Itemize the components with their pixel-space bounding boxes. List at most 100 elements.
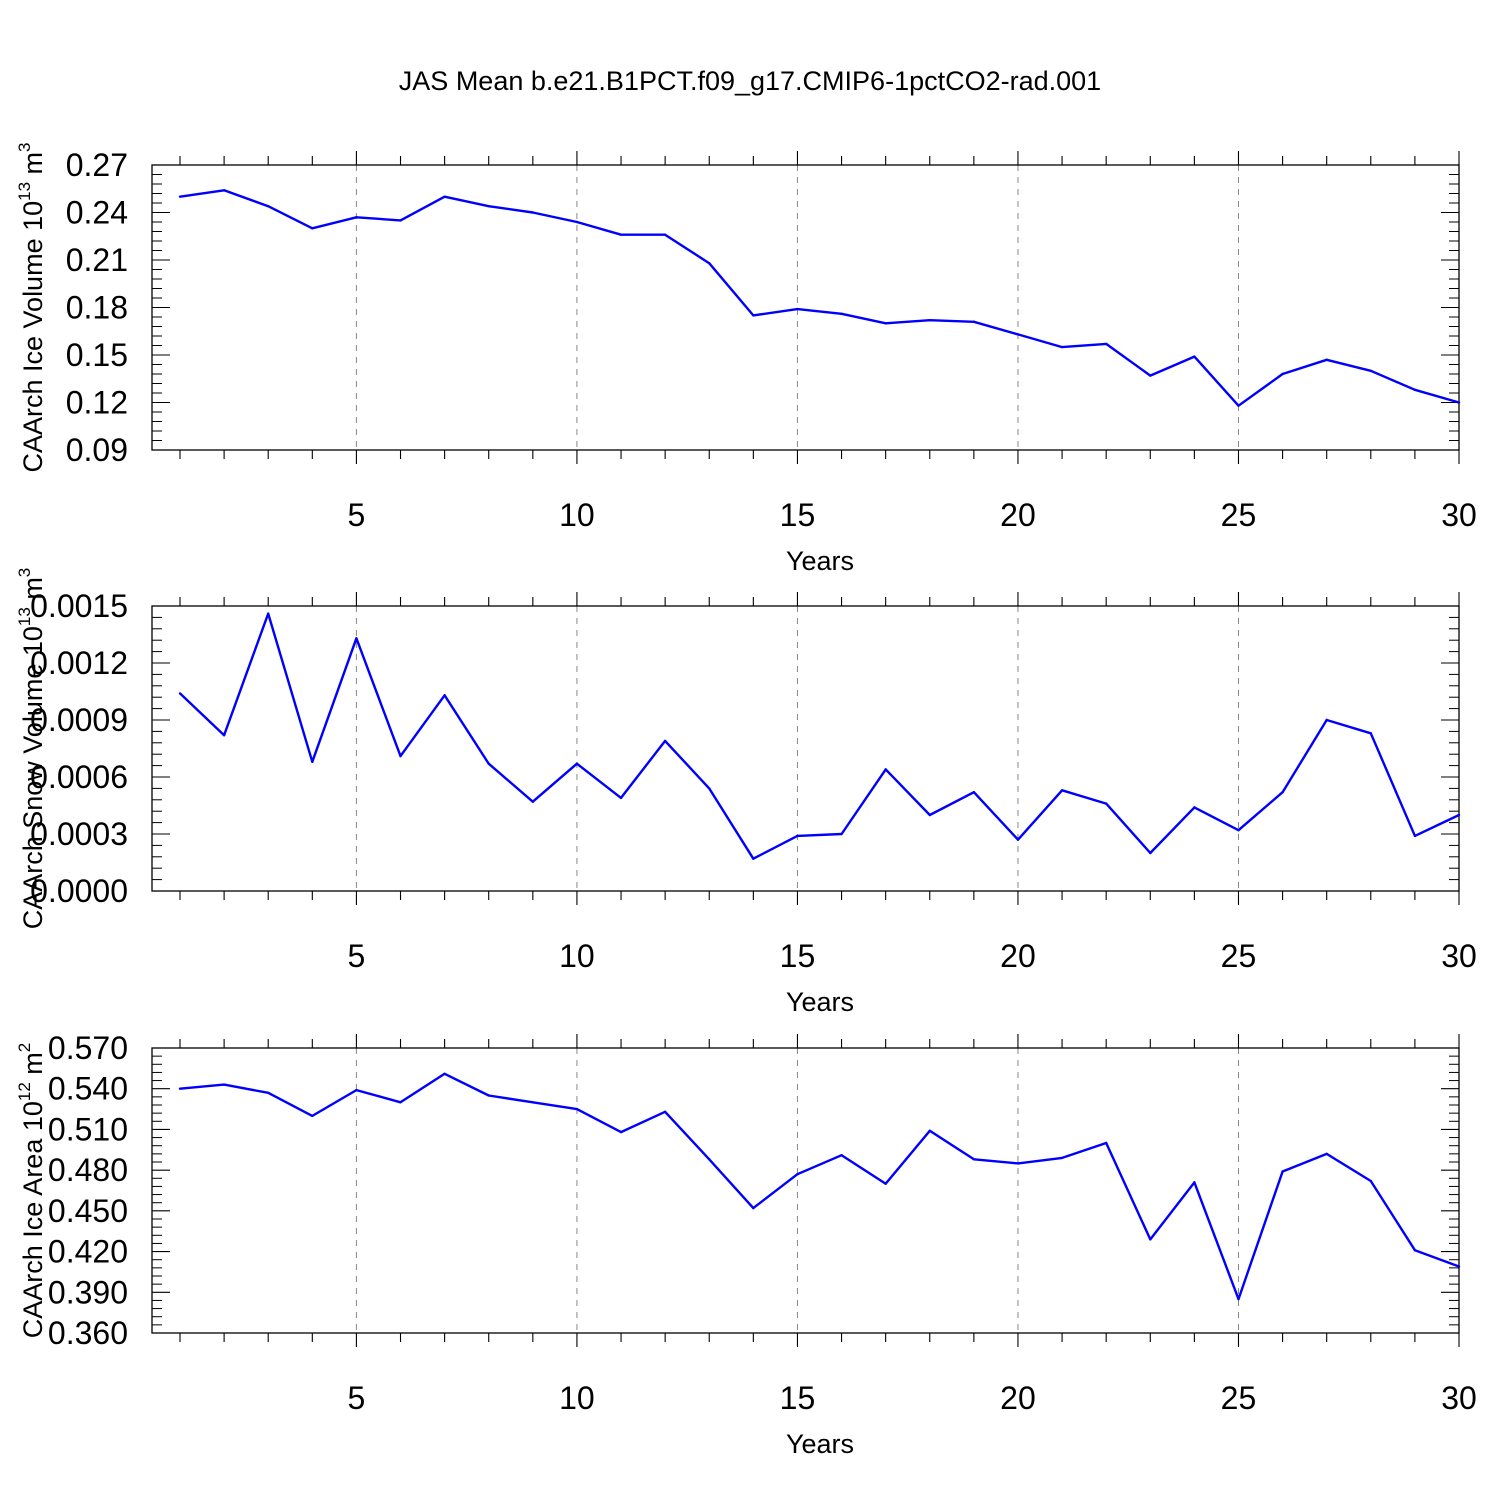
data-point — [1413, 388, 1417, 392]
data-point — [708, 787, 711, 790]
y-tick-label: 0.09 — [66, 432, 128, 468]
data-point — [443, 195, 446, 198]
x-axis-label: Years — [786, 1429, 854, 1459]
y-tick-label: 0.0009 — [30, 702, 128, 738]
data-point — [399, 219, 402, 222]
x-tick-label: 30 — [1441, 497, 1477, 533]
data-point — [1457, 401, 1461, 404]
data-point — [575, 1107, 579, 1111]
data-point — [928, 1129, 931, 1132]
data-point — [1149, 851, 1152, 855]
x-axis-label: Years — [786, 546, 854, 576]
y-tick-label: 0.18 — [66, 290, 128, 326]
data-point — [928, 813, 931, 817]
data-point — [178, 692, 182, 695]
x-tick-label: 15 — [780, 938, 816, 974]
data-point — [972, 791, 976, 794]
x-tick-label: 30 — [1441, 938, 1477, 974]
y-tick-label: 0.0015 — [30, 588, 128, 624]
x-tick-label: 30 — [1441, 1380, 1477, 1416]
data-point — [267, 1091, 270, 1094]
data-point — [355, 216, 358, 219]
y-axis-label-unit-exp: 3 — [15, 568, 34, 577]
data-point — [1237, 829, 1240, 832]
data-point — [752, 857, 755, 860]
x-tick-label: 20 — [1000, 497, 1036, 533]
x-tick-label: 10 — [559, 497, 595, 533]
panel-1: 5 10 15 20 25 30 Years 0.09 0.12 0.15 0.18 0.21 0.24… — [15, 142, 1477, 576]
data-point — [708, 261, 711, 265]
data-point — [531, 800, 535, 803]
data-point — [1457, 813, 1461, 817]
y-tick-label: 0.540 — [48, 1071, 128, 1107]
data-point — [355, 1088, 358, 1092]
data-point — [1149, 1238, 1152, 1241]
data-point — [1149, 374, 1152, 377]
x-tick-label: 5 — [348, 497, 366, 533]
data-point — [267, 204, 270, 208]
data-point — [1104, 802, 1108, 805]
data-point — [1413, 834, 1417, 838]
data-point — [487, 762, 490, 765]
data-point — [531, 1101, 535, 1104]
plot-frame — [151, 164, 1460, 451]
data-point — [267, 612, 270, 615]
data-point — [487, 1094, 490, 1097]
x-tick-label: 5 — [348, 1380, 366, 1416]
data-point — [575, 762, 579, 765]
x-tick-label: 20 — [1000, 1380, 1036, 1416]
data-point — [1104, 1141, 1108, 1145]
y-axis-label-unit: m — [18, 577, 48, 607]
y-tick-label: 0.0012 — [30, 645, 128, 681]
data-point — [355, 637, 358, 640]
panel-2: 5 10 15 20 25 30 Years 0.0000 0.0003 0.0006 0.0009… — [15, 568, 1477, 1017]
data-point — [178, 1087, 182, 1090]
series-line — [179, 1072, 1460, 1301]
data-point — [619, 1130, 623, 1134]
data-point — [928, 318, 931, 322]
data-point — [531, 211, 535, 214]
data-point — [443, 694, 446, 697]
data-point — [1281, 791, 1284, 794]
data-point — [311, 1114, 314, 1118]
plot-frame — [151, 1047, 1460, 1334]
x-tick-label: 10 — [559, 938, 595, 974]
x-tick-label: 15 — [780, 497, 816, 533]
data-point — [178, 195, 182, 198]
y-tick-label: 0.0003 — [30, 816, 128, 852]
y-tick-label: 0.390 — [48, 1274, 128, 1310]
data-point — [752, 314, 755, 317]
x-tick-label: 20 — [1000, 938, 1036, 974]
x-tick-label: 10 — [559, 1380, 595, 1416]
panel-3: 5 10 15 20 25 30 Years 0.360 0.390 0.420 0.450 0.48… — [15, 1030, 1477, 1459]
data-point — [1457, 1265, 1461, 1268]
y-tick-label: 0.570 — [48, 1030, 128, 1066]
y-tick-label: 0.360 — [48, 1315, 128, 1351]
y-axis-label: CAArch Ice Area 1012 m2 — [15, 1043, 48, 1339]
y-tick-label: 0.27 — [66, 147, 128, 183]
data-point — [1369, 732, 1372, 735]
data-point — [1237, 404, 1240, 407]
data-point — [1060, 345, 1064, 349]
data-point — [663, 233, 667, 236]
data-point — [1369, 1179, 1372, 1183]
data-point — [1193, 806, 1196, 809]
data-point — [884, 1182, 887, 1185]
x-tick-label: 15 — [780, 1380, 816, 1416]
y-tick-label: 0.450 — [48, 1193, 128, 1229]
data-point — [1060, 789, 1064, 792]
data-point — [884, 768, 887, 771]
data-point — [311, 760, 314, 763]
data-point — [619, 233, 623, 236]
data-point — [1237, 1297, 1240, 1301]
data-point — [619, 796, 623, 800]
y-tick-label: 0.24 — [66, 195, 128, 231]
data-point — [1060, 1156, 1064, 1160]
x-tick-label: 25 — [1221, 938, 1257, 974]
data-point — [399, 754, 402, 758]
chart-title: JAS Mean b.e21.B1PCT.f09_g17.CMIP6-1pctC… — [399, 66, 1101, 96]
y-axis-label-main: CAArch Ice Area 10 — [18, 1101, 48, 1338]
data-point — [222, 1083, 226, 1086]
